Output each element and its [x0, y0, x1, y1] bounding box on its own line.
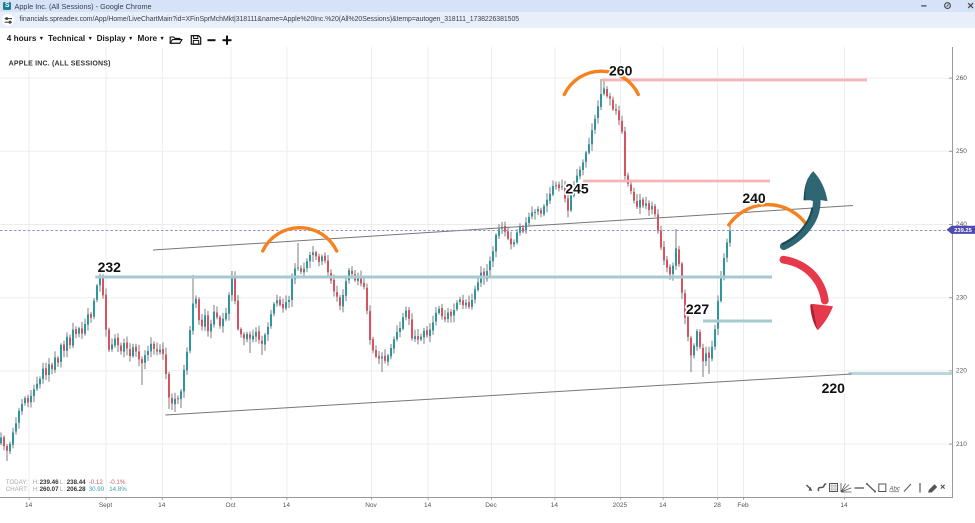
svg-text:220: 220 — [956, 368, 967, 375]
svg-text:220: 220 — [822, 380, 846, 396]
svg-text:14: 14 — [551, 502, 559, 509]
svg-text:206.28: 206.28 — [67, 486, 86, 493]
svg-text:28: 28 — [714, 502, 722, 509]
svg-text:L:: L: — [60, 486, 65, 493]
svg-text:Dec: Dec — [485, 502, 497, 509]
svg-text:Abc: Abc — [889, 487, 900, 493]
svg-text:Sept: Sept — [99, 502, 113, 509]
svg-text:238.44: 238.44 — [67, 479, 86, 486]
svg-text:260: 260 — [956, 75, 967, 82]
svg-text:-0.12: -0.12 — [89, 479, 104, 486]
svg-text:239.46: 239.46 — [40, 479, 59, 486]
svg-text:245: 245 — [565, 181, 589, 197]
svg-text:14: 14 — [424, 502, 432, 509]
svg-text:232: 232 — [98, 259, 122, 275]
svg-text:260: 260 — [609, 62, 633, 78]
svg-text:-0.1%: -0.1% — [109, 479, 126, 486]
svg-text:14: 14 — [25, 502, 33, 509]
svg-text:14: 14 — [283, 502, 291, 509]
svg-text:239.25: 239.25 — [954, 228, 973, 234]
svg-text:240: 240 — [956, 221, 967, 228]
svg-text:H:: H: — [33, 486, 39, 493]
svg-text:240: 240 — [742, 190, 766, 206]
svg-text:H:: H: — [33, 479, 39, 486]
svg-text:CHART:: CHART: — [6, 486, 29, 493]
svg-text:Nov: Nov — [365, 502, 377, 509]
svg-text:250: 250 — [956, 148, 967, 155]
svg-text:2025: 2025 — [613, 502, 628, 509]
svg-text:14: 14 — [158, 502, 166, 509]
svg-text:Feb: Feb — [737, 502, 749, 509]
svg-text:227: 227 — [686, 301, 710, 317]
svg-text:14: 14 — [659, 502, 667, 509]
svg-text:Oct: Oct — [225, 502, 235, 509]
svg-text:TODAY:: TODAY: — [6, 479, 28, 486]
svg-text:230: 230 — [956, 294, 967, 301]
svg-text:APPLE INC. (ALL SESSIONS): APPLE INC. (ALL SESSIONS) — [9, 61, 111, 68]
svg-text:14: 14 — [840, 502, 848, 509]
svg-text:30.90: 30.90 — [89, 486, 105, 493]
svg-text:210: 210 — [956, 441, 967, 448]
svg-text:L:: L: — [60, 479, 65, 486]
svg-text:260.07: 260.07 — [40, 486, 59, 493]
svg-text:14.8%: 14.8% — [109, 486, 127, 493]
